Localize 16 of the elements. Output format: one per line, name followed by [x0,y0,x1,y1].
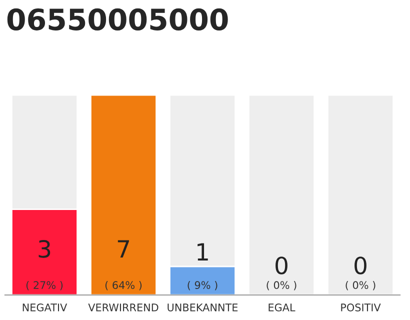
annotation: ( 0% ) [346,280,376,290]
annotation: ( 27% ) [26,280,63,290]
annotation: 0 [276,256,288,274]
annotation: ( 0% ) [266,280,296,290]
data-label: 1 [198,243,208,261]
x-tick-label: UNBEKANNTE [168,304,238,312]
chart-title: 06550005000 [7,8,228,30]
x-tick-label: POSITIV [341,304,381,312]
x-tick-label: EGAL [268,304,296,312]
data-label: 3 [38,240,50,258]
x-tick-label: VERWIRREND [88,304,158,312]
annotation: ( 9% ) [188,280,218,290]
annotation: 0 [354,256,366,274]
x-tick-label: NEGATIV [22,304,68,312]
data-label: 7 [118,240,129,258]
annotation: ( 64% ) [105,280,142,290]
